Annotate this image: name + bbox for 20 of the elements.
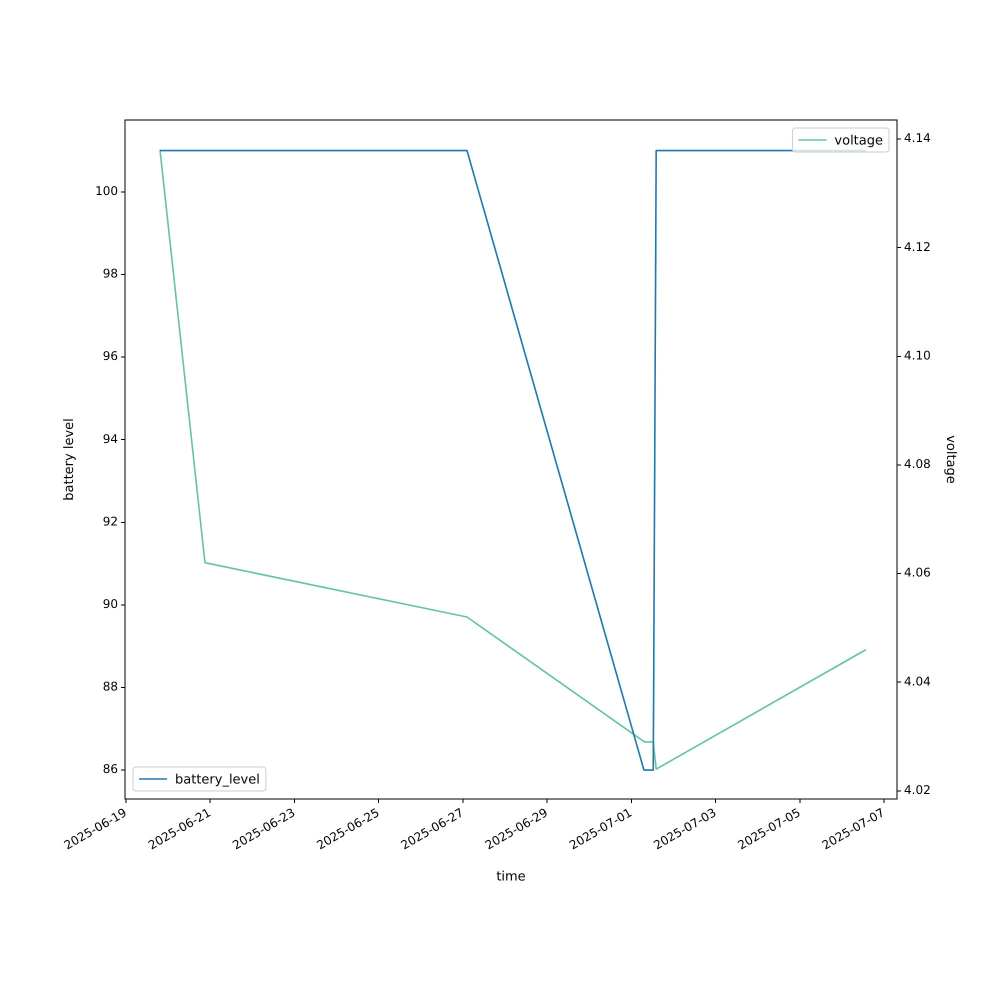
legend-label: battery_level bbox=[175, 772, 260, 788]
y-tick-label: 88 bbox=[102, 680, 118, 694]
y-tick-label: 86 bbox=[102, 762, 118, 776]
y-axis-title: battery level bbox=[62, 418, 78, 501]
y2-tick-label: 4.10 bbox=[904, 348, 931, 362]
y2-tick-label: 4.12 bbox=[904, 240, 931, 254]
y2-tick-label: 4.06 bbox=[904, 566, 931, 580]
y2-tick-label: 4.04 bbox=[904, 674, 931, 688]
y2-axis-title: voltage bbox=[942, 435, 958, 484]
y-tick-label: 100 bbox=[95, 184, 118, 198]
y-tick-label: 92 bbox=[102, 514, 118, 528]
y-tick-label: 96 bbox=[102, 349, 118, 364]
y-tick-label: 90 bbox=[102, 597, 118, 612]
y-tick-label: 94 bbox=[102, 432, 118, 446]
y2-tick-label: 4.14 bbox=[904, 131, 931, 146]
y2-tick-label: 4.08 bbox=[904, 457, 931, 472]
x-axis-title: time bbox=[496, 870, 526, 885]
y2-tick-label: 4.02 bbox=[904, 782, 931, 797]
y-tick-label: 98 bbox=[102, 266, 118, 281]
legend-label: voltage bbox=[834, 133, 884, 148]
